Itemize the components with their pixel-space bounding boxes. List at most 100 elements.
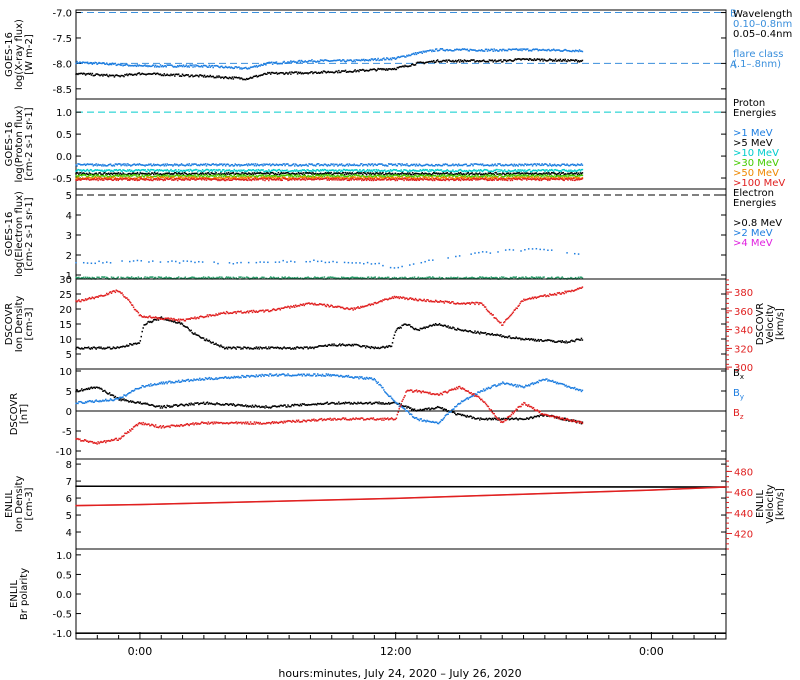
data-point	[508, 248, 511, 251]
data-point	[514, 169, 517, 171]
data-point	[478, 176, 480, 178]
data-point	[228, 277, 231, 279]
data-point	[107, 172, 110, 175]
data-point	[546, 172, 548, 174]
data-point	[249, 176, 252, 179]
data-point	[102, 170, 104, 173]
data-point	[330, 163, 332, 165]
data-point	[579, 50, 582, 52]
data-point	[326, 174, 329, 177]
data-point	[316, 174, 319, 176]
data-point	[288, 179, 290, 181]
data-point	[543, 276, 545, 278]
data-point	[108, 163, 111, 166]
data-point	[173, 73, 175, 76]
data-point	[465, 179, 468, 181]
data-point	[506, 49, 509, 52]
data-point	[123, 64, 125, 66]
data-point	[553, 174, 556, 176]
data-point	[429, 60, 431, 63]
data-point	[180, 175, 183, 177]
data-point	[364, 176, 367, 178]
data-point	[306, 171, 308, 174]
data-point	[318, 174, 321, 176]
data-point	[328, 277, 330, 279]
data-point	[338, 69, 340, 72]
data-point	[428, 276, 430, 278]
data-point	[118, 174, 120, 176]
data-point	[521, 174, 523, 176]
data-point	[370, 58, 373, 60]
data-point	[504, 163, 507, 166]
data-point	[309, 72, 311, 74]
data-point	[235, 175, 237, 178]
data-point	[144, 179, 146, 181]
data-point	[168, 172, 170, 174]
data-point	[211, 178, 213, 181]
data-point	[298, 72, 301, 74]
data-point	[163, 169, 166, 172]
data-point	[303, 173, 306, 176]
data-point	[579, 164, 582, 166]
data-point	[526, 172, 528, 174]
data-point	[340, 173, 343, 175]
data-point	[565, 60, 567, 62]
data-point	[104, 164, 106, 166]
data-point	[256, 170, 259, 173]
data-point	[484, 177, 487, 180]
data-point	[224, 173, 227, 176]
data-point	[207, 178, 210, 180]
data-point	[574, 179, 577, 181]
data-point	[161, 178, 164, 181]
data-point	[514, 48, 517, 51]
data-point	[438, 169, 441, 172]
data-point	[262, 64, 264, 66]
data-point	[433, 164, 435, 167]
data-point	[471, 179, 473, 182]
data-point	[213, 173, 215, 175]
data-point	[128, 65, 130, 67]
data-point	[147, 276, 149, 279]
data-point	[529, 175, 532, 178]
data-point	[286, 277, 288, 280]
data-point	[232, 67, 235, 70]
data-point	[321, 173, 324, 175]
data-point	[504, 173, 507, 176]
data-point	[280, 174, 283, 176]
data-point	[328, 169, 330, 172]
data-point	[488, 179, 491, 181]
data-point	[234, 66, 236, 68]
data-point	[310, 71, 312, 73]
data-point	[88, 347, 91, 350]
data-point	[293, 71, 296, 73]
data-point	[248, 77, 251, 80]
data-point	[286, 163, 288, 165]
data-point	[499, 59, 501, 62]
data-point	[426, 174, 428, 177]
data-point	[425, 163, 427, 166]
data-point	[237, 77, 239, 79]
data-point	[219, 176, 221, 179]
data-point	[209, 164, 212, 167]
data-point	[344, 69, 347, 72]
data-point	[283, 277, 285, 279]
data-point	[533, 163, 536, 165]
data-point	[497, 50, 499, 52]
data-point	[300, 170, 303, 172]
data-point	[502, 172, 504, 174]
data-point	[141, 164, 143, 166]
data-point	[90, 61, 93, 64]
data-point	[89, 173, 92, 175]
data-point	[154, 276, 157, 279]
data-point	[312, 178, 314, 181]
data-point	[469, 60, 471, 62]
data-point	[387, 177, 390, 179]
data-point	[217, 177, 219, 179]
data-point	[86, 168, 89, 171]
data-point	[246, 176, 249, 178]
data-point	[513, 48, 516, 51]
data-point	[296, 170, 299, 172]
data-point	[407, 174, 409, 177]
data-point	[127, 179, 129, 181]
data-point	[235, 277, 237, 279]
